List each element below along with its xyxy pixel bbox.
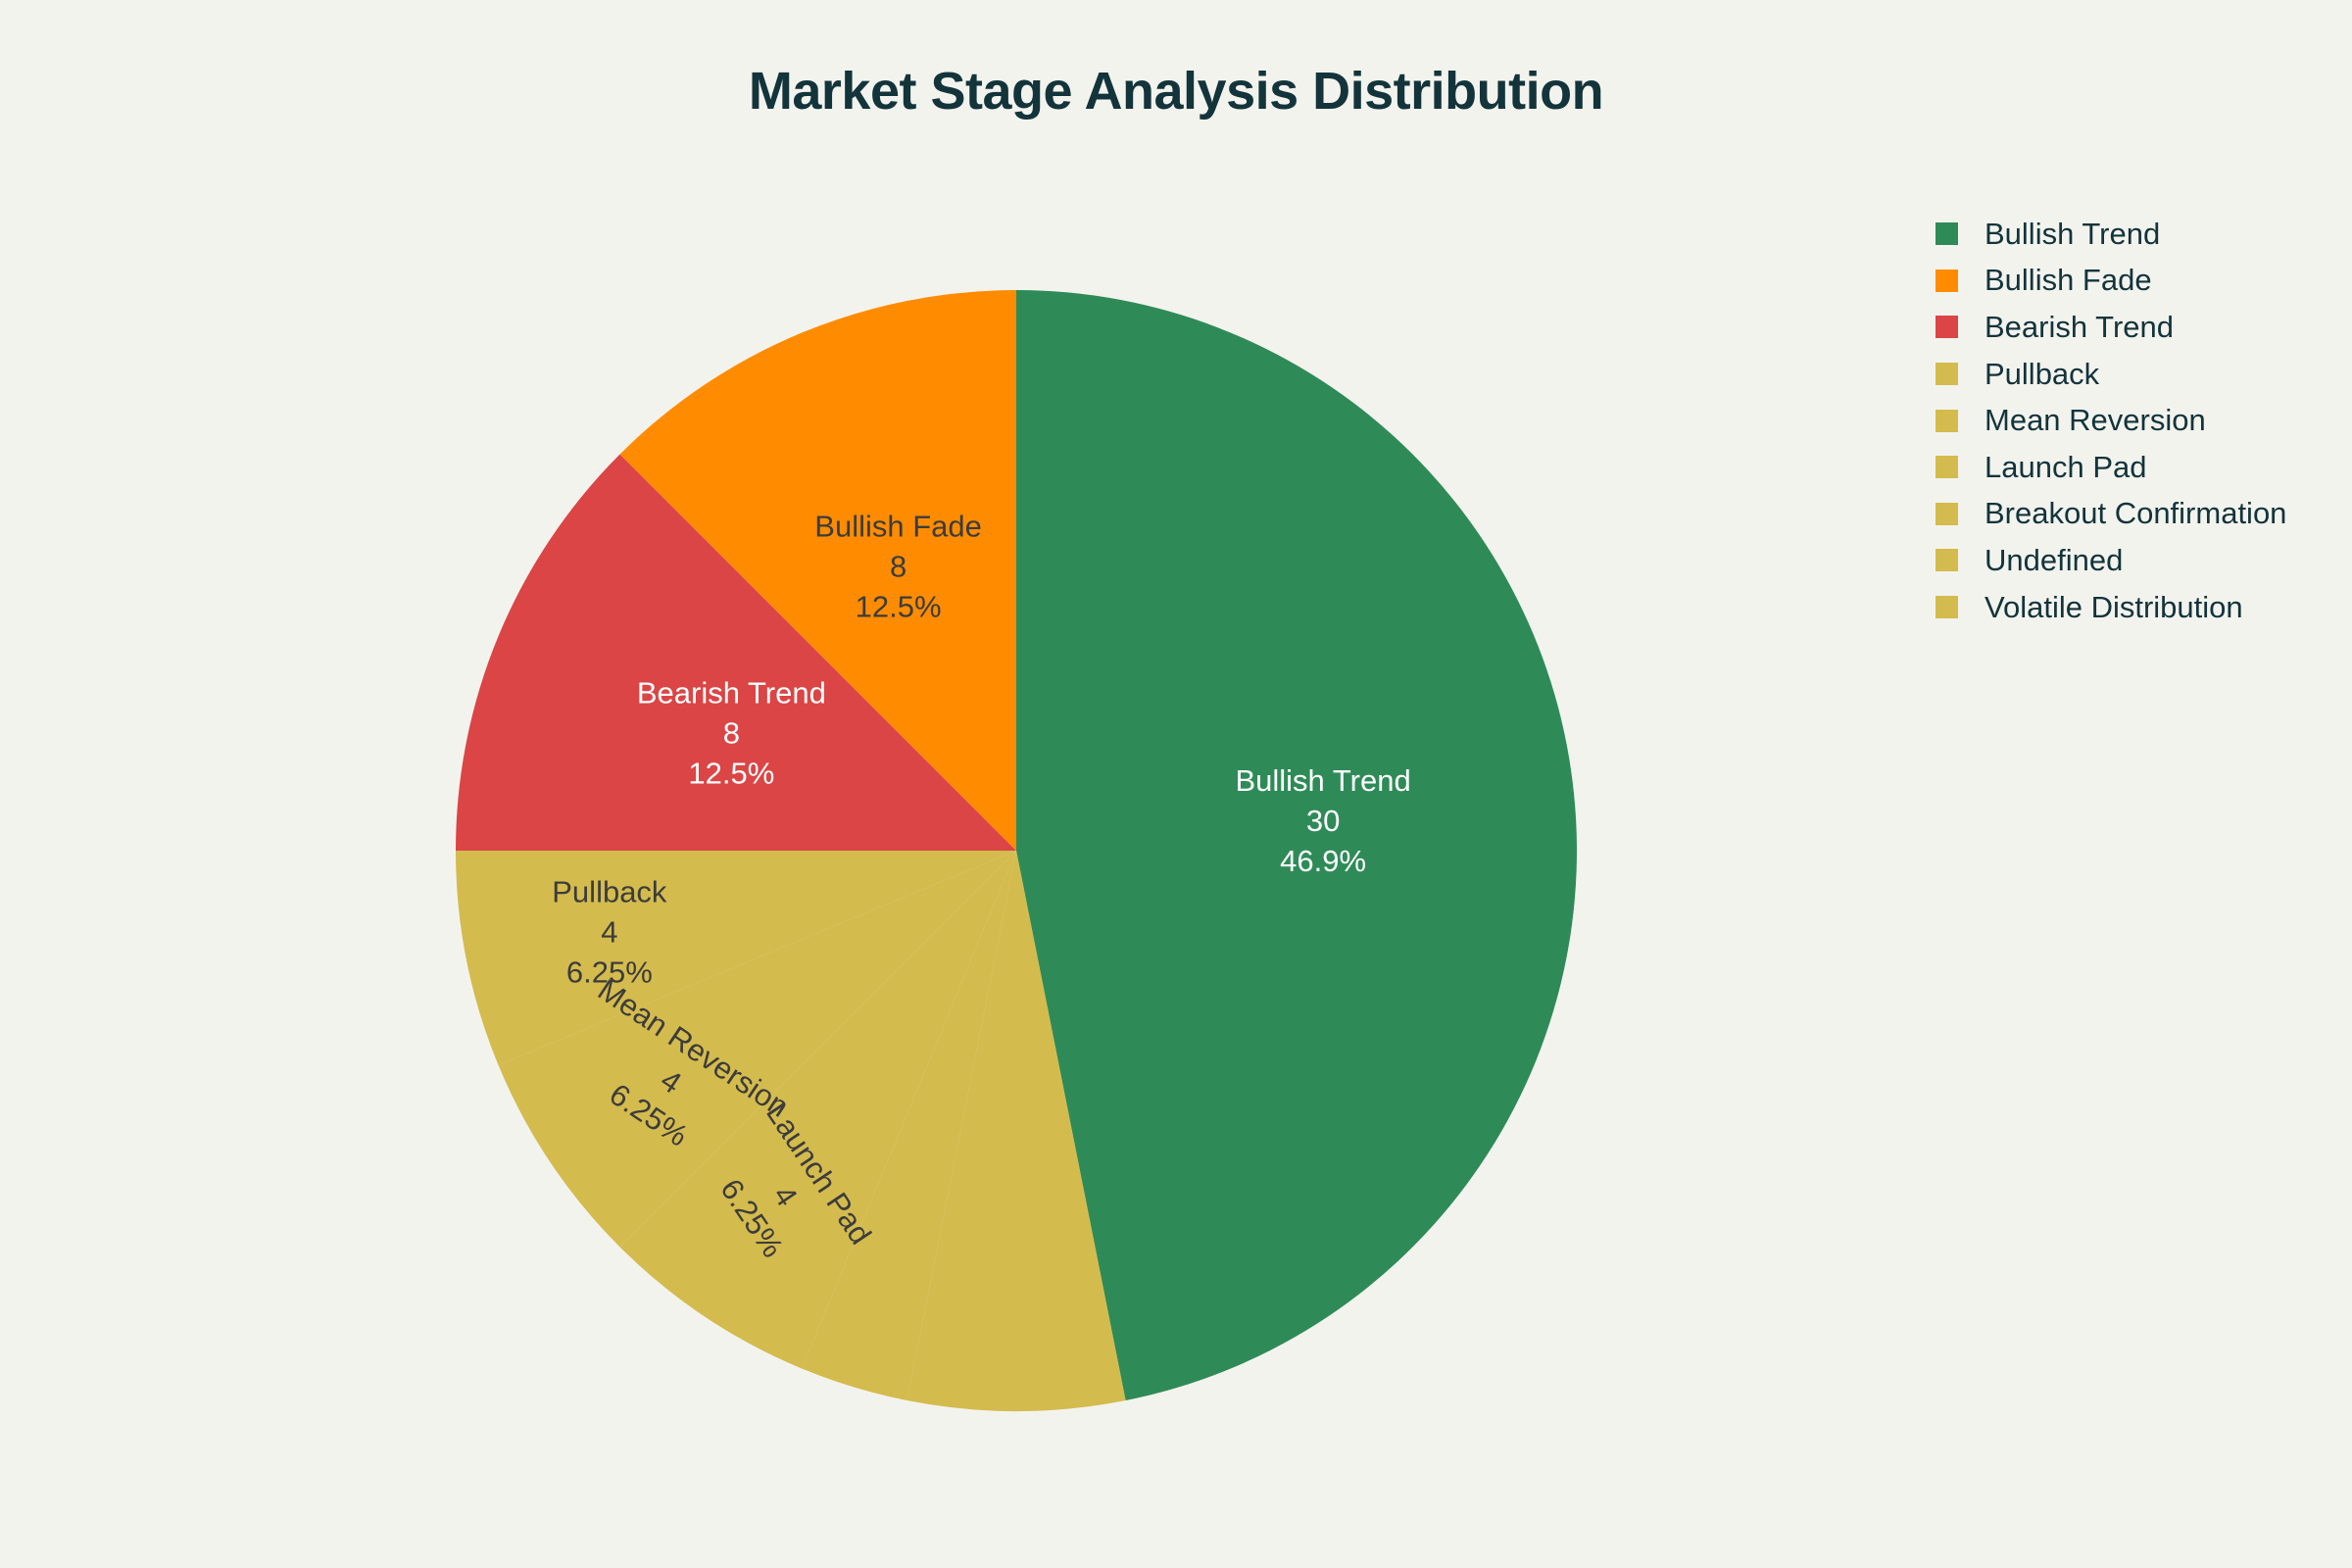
legend-label: Bearish Trend [1984,309,2174,344]
legend-label: Volatile Distribution [1984,589,2243,624]
slice-percent-bullish-trend: 46.9% [1280,844,1366,878]
legend-item-pullback[interactable]: Pullback [1936,351,2286,398]
slice-label-pullback: Pullback 4 6.25% [552,875,667,990]
legend-item-breakout-confirmation[interactable]: Breakout Confirmation [1936,491,2286,538]
pie-slices [456,290,1577,1411]
slice-label-bearish-trend: Bearish Trend [637,676,826,710]
legend-label: Breakout Confirmation [1984,496,2287,531]
legend-item-bullish-fade[interactable]: Bullish Fade [1936,258,2286,305]
legend-item-mean-reversion[interactable]: Mean Reversion [1936,397,2286,444]
slice-percent-bullish-fade: 12.5% [856,589,942,623]
slice-percent-bearish-trend: 12.5% [688,757,774,791]
legend-item-undefined[interactable]: Undefined [1936,537,2286,584]
slice-value-bullish-trend: 30 [1306,804,1340,838]
slice-label-pullback: Pullback [552,875,667,909]
legend-swatch [1936,363,1958,386]
legend-label: Pullback [1984,356,2100,391]
pie-slice-mean-reversion[interactable] [498,851,1016,1248]
legend-swatch [1936,456,1958,479]
slice-label-bullish-trend: Bullish Trend [1235,763,1410,798]
slice-value-pullback: 4 [601,915,617,950]
legend-swatch [1936,269,1958,292]
slice-label-bullish-fade: Bullish Fade [814,509,982,543]
pie-slice-pullback[interactable] [456,851,1016,1065]
legend-item-launch-pad[interactable]: Launch Pad [1936,444,2286,491]
legend-label: Undefined [1984,542,2124,577]
slice-value-bearish-trend: 8 [723,716,740,751]
slice-label-bearish-trend: Bearish Trend 8 12.5% [637,676,826,791]
legend-swatch [1936,549,1958,572]
chart-legend: Bullish Trend Bullish Fade Bearish Trend Pu… [1936,211,2286,630]
pie-slice-bullish-trend[interactable] [1016,290,1577,1401]
legend-item-bearish-trend[interactable]: Bearish Trend [1936,304,2286,351]
legend-item-volatile-distribution[interactable]: Volatile Distribution [1936,584,2286,631]
legend-label: Bullish Trend [1984,216,2161,251]
legend-item-bullish-trend[interactable]: Bullish Trend [1936,211,2286,258]
pie-slice-bullish-fade[interactable] [619,290,1016,851]
pie-slice-launch-pad[interactable] [619,851,1016,1369]
slice-label-bullish-fade: Bullish Fade 8 12.5% [814,509,982,623]
pie-slice-undefined[interactable] [802,851,1016,1401]
legend-label: Bullish Fade [1984,263,2152,298]
slice-value-bullish-fade: 8 [890,549,906,583]
slice-percent-pullback: 6.25% [566,956,653,990]
pie-slice-volatile-distribution[interactable] [906,851,1126,1411]
legend-swatch [1936,316,1958,339]
legend-swatch [1936,222,1958,246]
pie-slice-bearish-trend[interactable] [456,454,1016,851]
legend-label: Mean Reversion [1984,403,2206,438]
slice-label-bullish-trend: Bullish Trend 30 46.9% [1235,763,1410,878]
legend-swatch [1936,596,1958,619]
chart-title: Market Stage Analysis Distribution [748,62,1604,121]
legend-label: Launch Pad [1984,449,2147,484]
legend-swatch [1936,409,1958,432]
legend-swatch [1936,502,1958,525]
